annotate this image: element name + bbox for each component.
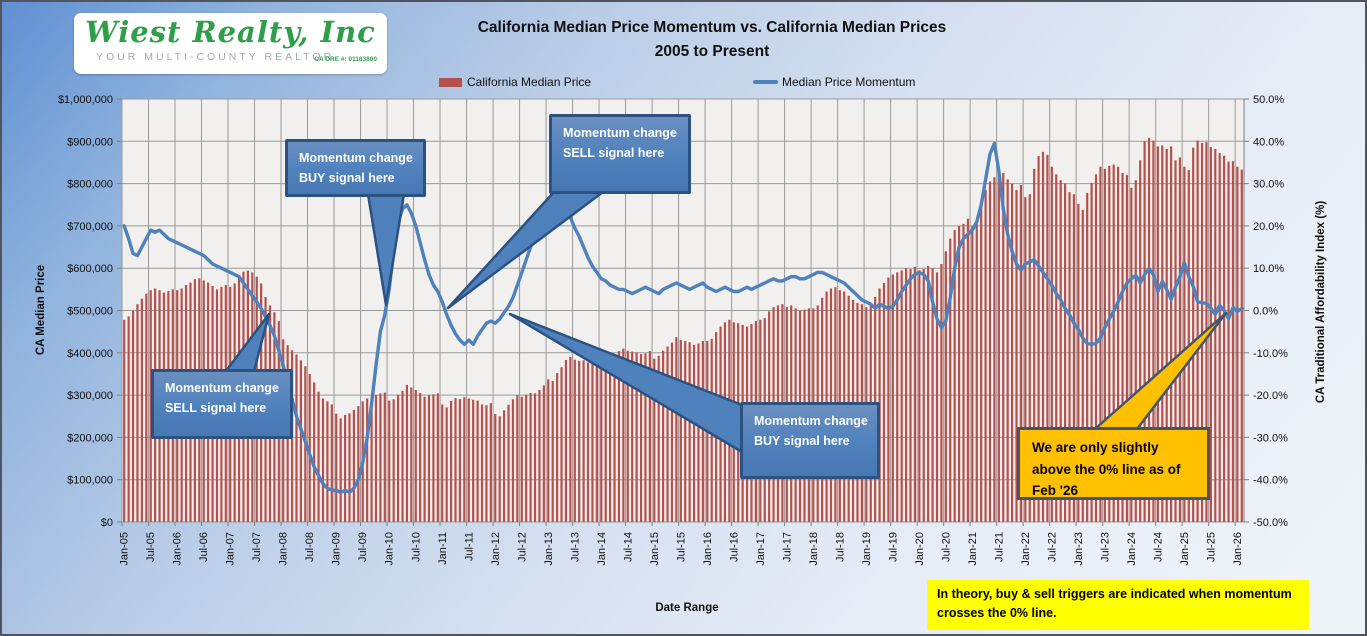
svg-text:Jul-20: Jul-20 — [940, 532, 952, 562]
svg-text:Jan-22: Jan-22 — [1020, 532, 1032, 566]
svg-text:Jul-06: Jul-06 — [198, 532, 210, 562]
footnote-note: In theory, buy & sell triggers are indic… — [927, 580, 1309, 630]
svg-text:$200,000: $200,000 — [67, 432, 113, 444]
svg-text:Jul-25: Jul-25 — [1205, 532, 1217, 562]
momentum-line — [122, 141, 1244, 495]
legend-price-label: California Median Price — [467, 75, 592, 89]
chart-title-line2: 2005 to Present — [654, 43, 770, 61]
right-axis-title: CA Traditional Affordability Index (%) — [1315, 200, 1327, 404]
svg-text:10.0%: 10.0% — [1253, 263, 1284, 275]
svg-text:Jul-09: Jul-09 — [357, 532, 369, 562]
svg-text:$300,000: $300,000 — [67, 390, 113, 402]
svg-text:-30.0%: -30.0% — [1253, 432, 1288, 444]
svg-text:Jan-26: Jan-26 — [1232, 532, 1244, 566]
svg-text:Jul-17: Jul-17 — [781, 532, 793, 562]
svg-text:Jan-19: Jan-19 — [861, 532, 873, 566]
price-series-swatch — [439, 77, 462, 87]
legend-momentum-label: Median Price Momentum — [782, 75, 916, 89]
svg-text:Jul-23: Jul-23 — [1099, 532, 1111, 562]
svg-text:Jan-07: Jan-07 — [225, 532, 237, 566]
svg-text:Jan-23: Jan-23 — [1073, 532, 1085, 566]
svg-text:Jan-21: Jan-21 — [967, 532, 979, 566]
svg-text:30.0%: 30.0% — [1253, 179, 1284, 191]
svg-text:Jan-17: Jan-17 — [755, 532, 767, 566]
chart-title: California Median Price Momentum vs. Cal… — [342, 16, 1082, 64]
svg-text:Jan-20: Jan-20 — [914, 532, 926, 566]
company-license: CA DRE #: 01183800 — [314, 56, 377, 63]
callout-sell-signal-left: Momentum change SELL signal here — [151, 369, 293, 439]
svg-text:Jan-25: Jan-25 — [1179, 532, 1191, 566]
svg-text:Jul-24: Jul-24 — [1152, 532, 1164, 562]
svg-text:Jan-13: Jan-13 — [543, 532, 555, 566]
left-axis-title: CA Median Price — [35, 264, 47, 356]
legend-item-price: California Median Price — [439, 73, 591, 91]
svg-text:$400,000: $400,000 — [67, 348, 113, 360]
right-axis-tick-labels: 50.0% 40.0% 30.0% 20.0% 10.0% 0.0% -10.0% -20.0… — [1253, 94, 1288, 529]
svg-text:Jan-05: Jan-05 — [119, 532, 131, 566]
svg-text:Jul-16: Jul-16 — [728, 532, 740, 562]
svg-text:40.0%: 40.0% — [1253, 136, 1284, 148]
svg-text:$600,000: $600,000 — [67, 263, 113, 275]
svg-text:$900,000: $900,000 — [67, 136, 113, 148]
svg-text:Jul-07: Jul-07 — [251, 532, 263, 562]
svg-text:$700,000: $700,000 — [67, 221, 113, 233]
x-axis-tick-labels: Jan-05 Jul-05 Jan-06 Jul-06 Jan-07 Jul-07 Jan-… — [119, 532, 1244, 566]
svg-text:Jan-15: Jan-15 — [649, 532, 661, 566]
svg-text:-50.0%: -50.0% — [1253, 517, 1288, 529]
svg-text:Jan-12: Jan-12 — [490, 532, 502, 566]
svg-text:Jul-11: Jul-11 — [463, 532, 475, 561]
company-logo: Wiest Realty, Inc YOUR MULTI-COUNTY REAL… — [74, 13, 387, 74]
svg-text:50.0%: 50.0% — [1253, 94, 1284, 106]
company-tagline: YOUR MULTI-COUNTY REALTOR — [96, 51, 335, 63]
chart-legend: California Median Price Median Price Mom… — [2, 73, 1365, 91]
callout-buy-signal-top: Momentum change BUY signal here — [285, 139, 426, 197]
svg-text:Jan-10: Jan-10 — [384, 532, 396, 566]
svg-text:Jul-12: Jul-12 — [516, 532, 528, 562]
svg-text:Jan-08: Jan-08 — [278, 532, 290, 566]
svg-text:$1,000,000: $1,000,000 — [58, 94, 113, 106]
svg-text:-10.0%: -10.0% — [1253, 348, 1288, 360]
svg-text:Jan-06: Jan-06 — [172, 532, 184, 566]
svg-text:Jul-08: Jul-08 — [304, 532, 316, 562]
axis-ticks — [117, 98, 1249, 526]
svg-text:Jan-09: Jan-09 — [331, 532, 343, 566]
svg-text:$800,000: $800,000 — [67, 179, 113, 191]
left-axis-tick-labels: $1,000,000 $900,000 $800,000 $700,000 $600,0… — [58, 94, 113, 529]
x-axis-title: Date Range — [655, 602, 719, 614]
svg-text:Jan-11: Jan-11 — [437, 532, 449, 565]
svg-text:0.0%: 0.0% — [1253, 306, 1278, 318]
chart-title-line1: California Median Price Momentum vs. Cal… — [477, 19, 947, 36]
svg-text:$0: $0 — [101, 517, 113, 529]
svg-text:Jan-18: Jan-18 — [808, 532, 820, 566]
callout-sell-signal-top: Momentum change SELL signal here — [549, 114, 691, 194]
svg-text:Jul-10: Jul-10 — [410, 532, 422, 562]
svg-text:Jul-15: Jul-15 — [675, 532, 687, 562]
callout-current-status: We are only slightly above the 0% line a… — [1017, 427, 1210, 500]
svg-text:Jul-21: Jul-21 — [993, 532, 1005, 562]
callout-buy-signal-mid: Momentum change BUY signal here — [740, 402, 880, 479]
svg-text:Jul-22: Jul-22 — [1046, 532, 1058, 562]
svg-text:Jul-14: Jul-14 — [622, 532, 634, 562]
svg-text:-20.0%: -20.0% — [1253, 390, 1288, 402]
svg-text:Jul-19: Jul-19 — [887, 532, 899, 562]
momentum-series-swatch — [753, 80, 778, 84]
svg-text:-40.0%: -40.0% — [1253, 475, 1288, 487]
svg-text:Jan-16: Jan-16 — [702, 532, 714, 566]
svg-text:$100,000: $100,000 — [67, 475, 113, 487]
company-name: Wiest Realty, Inc — [85, 15, 376, 49]
svg-text:$500,000: $500,000 — [67, 306, 113, 318]
svg-text:Jan-14: Jan-14 — [596, 532, 608, 566]
svg-text:Jul-13: Jul-13 — [569, 532, 581, 562]
svg-text:Jul-05: Jul-05 — [145, 532, 157, 562]
svg-text:Jul-18: Jul-18 — [834, 532, 846, 562]
legend-item-momentum: Median Price Momentum — [753, 73, 915, 91]
svg-text:20.0%: 20.0% — [1253, 221, 1284, 233]
svg-text:Jan-24: Jan-24 — [1126, 532, 1138, 566]
